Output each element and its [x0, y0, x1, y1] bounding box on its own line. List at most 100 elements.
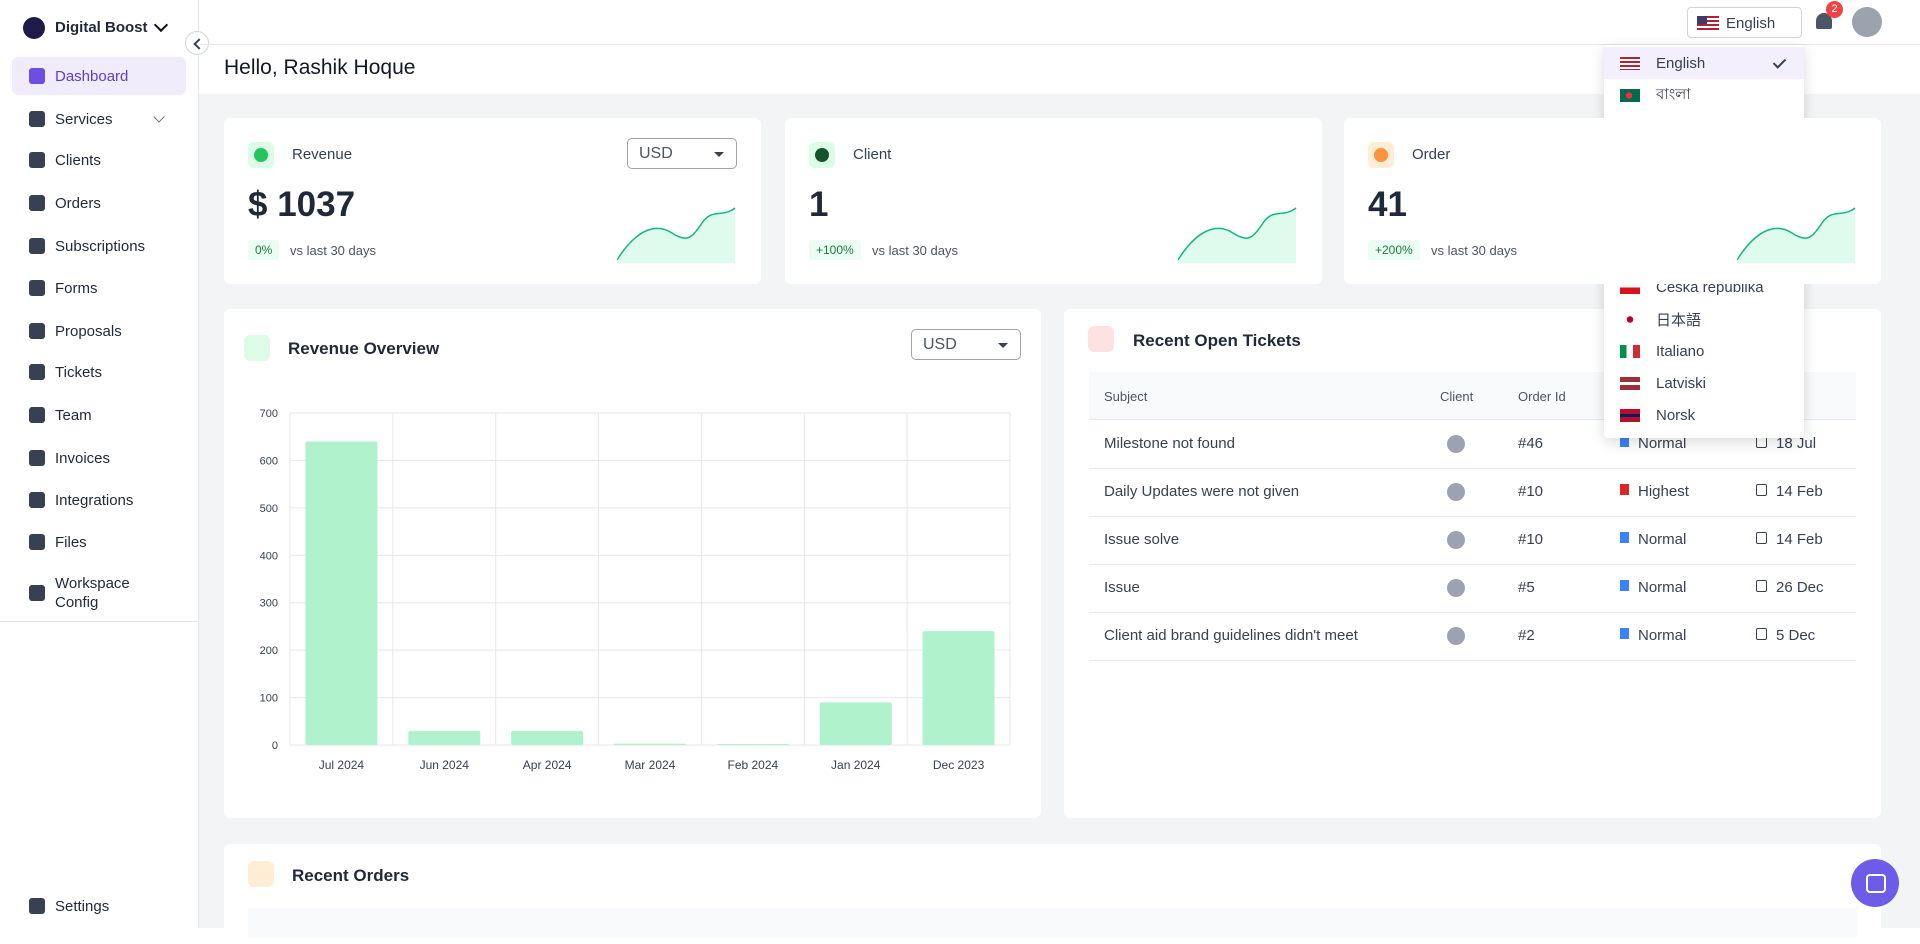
ticket-subject: Daily Updates were not given: [1104, 483, 1300, 500]
nav-item[interactable]: Subscriptions: [12, 227, 186, 265]
bar: [716, 744, 789, 745]
x-tick-label: Mar 2024: [625, 758, 676, 772]
nav-item[interactable]: Proposals: [12, 312, 186, 350]
y-tick-label: 200: [260, 645, 278, 657]
language-option[interactable]: Latviski: [1604, 367, 1804, 399]
nav-item[interactable]: Orders: [12, 184, 186, 222]
x-tick-label: Jun 2024: [420, 758, 470, 772]
stat-period: vs last 30 days: [1431, 243, 1517, 258]
sparkline: [1737, 207, 1856, 263]
stat-change: +100%: [809, 240, 861, 260]
language-name: English: [1656, 54, 1706, 72]
order-id: #2: [1518, 627, 1535, 644]
order-id: #46: [1518, 435, 1544, 452]
nav-icon: [29, 238, 45, 254]
nav-label: Subscriptions: [55, 237, 146, 255]
stat-period: vs last 30 days: [290, 243, 376, 258]
nav-item[interactable]: Integrations: [12, 481, 186, 519]
ticket-subject: Client aid brand guidelines didn't meet: [1104, 627, 1358, 644]
stat-title: Revenue: [292, 146, 353, 163]
nav-icon: [29, 492, 45, 508]
nav-label: Dashboard: [55, 67, 129, 85]
date-icon: [1756, 532, 1767, 544]
sidebar: Digital Boost Settings Dashboard Services…: [0, 0, 199, 928]
currency-select[interactable]: USD: [627, 138, 737, 169]
language-button[interactable]: English: [1687, 7, 1802, 38]
nav-label: Integrations: [55, 491, 134, 509]
bar: [922, 631, 995, 745]
language-option[interactable]: Italiano: [1604, 335, 1804, 367]
column-header: Subject: [1104, 389, 1148, 404]
nav-icon: [29, 585, 45, 601]
date: 14 Feb: [1776, 531, 1823, 548]
order-id: #10: [1518, 531, 1544, 548]
stat-icon-dot: [254, 148, 268, 162]
nav-item[interactable]: Team: [12, 396, 186, 434]
flag: [1620, 312, 1640, 326]
check-mark: [1772, 55, 1787, 69]
language-name: 日本語: [1656, 311, 1702, 329]
ticket-subject: Issue solve: [1104, 531, 1180, 548]
nav-icon: [29, 450, 45, 466]
card-title: Recent Orders: [292, 866, 410, 885]
nav-icon: [29, 364, 45, 380]
client-avatar: [1447, 483, 1465, 501]
ticket-subject: Milestone not found: [1104, 435, 1235, 452]
language-name: Norsk: [1656, 406, 1696, 424]
date-icon: [1756, 580, 1767, 592]
table-row[interactable]: Issue solve #10 Normal 14 Feb: [1089, 516, 1856, 565]
nav-item[interactable]: Workspace Config: [12, 571, 186, 615]
nav-item[interactable]: Files: [12, 523, 186, 561]
nav-item[interactable]: Clients: [12, 141, 186, 179]
language-option[interactable]: English: [1604, 47, 1804, 79]
flag: [1620, 408, 1640, 422]
nav-item[interactable]: Invoices: [12, 439, 186, 477]
nav-item[interactable]: Dashboard: [12, 57, 186, 95]
y-tick-label: 0: [272, 740, 278, 752]
user-avatar[interactable]: [1852, 7, 1882, 37]
bell-icon[interactable]: [1816, 13, 1832, 29]
stat-card: Order 41 +200% vs last 30 days: [1344, 118, 1881, 284]
flag: [1620, 88, 1640, 102]
nav-label: Settings: [55, 897, 110, 915]
priority-flag: [1620, 436, 1629, 447]
nav-item[interactable]: Services: [12, 100, 186, 138]
priority: Normal: [1638, 531, 1687, 548]
table-row[interactable]: Milestone not found #46 Normal 18 Jul: [1089, 420, 1856, 469]
table-row[interactable]: Client aid brand guidelines didn't meet #…: [1089, 612, 1856, 661]
stat-change: 0%: [248, 240, 280, 260]
date: 26 Dec: [1776, 579, 1824, 596]
y-tick-label: 400: [260, 550, 278, 562]
column-header: Client: [1440, 389, 1474, 404]
currency-select[interactable]: USD: [911, 329, 1021, 360]
nav-item[interactable]: Tickets: [12, 353, 186, 391]
stat-card: Client 1 +100% vs last 30 days: [785, 118, 1322, 284]
card-icon: [244, 335, 270, 361]
order-id: #5: [1518, 579, 1535, 596]
table-row[interactable]: Issue #5 Normal 26 Dec: [1089, 564, 1856, 613]
nav-item[interactable]: Forms: [12, 269, 186, 307]
table-row[interactable]: Daily Updates were not given #10 Highest 14…: [1089, 468, 1856, 517]
flag: [1620, 344, 1640, 358]
nav-label: Forms: [55, 279, 98, 297]
chat-button[interactable]: [1851, 859, 1899, 907]
nav-icon: [29, 152, 45, 168]
greeting: Hello, Rashik Hoque: [224, 56, 416, 79]
stat-value: $ 1037: [248, 185, 356, 224]
priority: Normal: [1638, 435, 1687, 452]
bar: [511, 730, 584, 745]
brand-caret[interactable]: [153, 17, 169, 33]
flag: [1620, 56, 1640, 70]
revenue-overview-card: Revenue Overview USD 0 100 200 300 400 500 600…: [224, 309, 1041, 818]
date: 18 Jul: [1776, 435, 1817, 452]
brand-name[interactable]: Digital Boost: [55, 19, 148, 36]
stat-icon-dot: [815, 148, 829, 162]
language-option[interactable]: Norsk: [1604, 399, 1804, 431]
client-avatar: [1447, 627, 1465, 645]
language-option[interactable]: বাংলা: [1604, 79, 1804, 111]
y-tick-label: 100: [260, 693, 278, 705]
language-option[interactable]: 日本語: [1604, 303, 1804, 335]
nav-item[interactable]: Settings: [12, 887, 186, 925]
collapse-button[interactable]: [185, 31, 209, 55]
recent-orders-card: Recent Orders: [224, 844, 1881, 944]
